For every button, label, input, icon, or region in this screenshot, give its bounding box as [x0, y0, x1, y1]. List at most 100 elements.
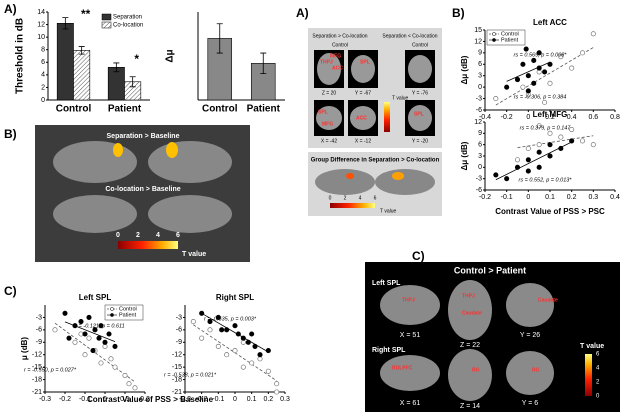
- y-tick-label: -18: [172, 376, 182, 383]
- x-axis-label: Contrast Value of PSS > PSC: [495, 207, 605, 216]
- y-tick-label: -3: [476, 95, 482, 102]
- y-tick-label: -12: [32, 352, 42, 359]
- legend-marker: [110, 313, 114, 317]
- point: [525, 168, 531, 174]
- point: [547, 142, 553, 148]
- point: [86, 314, 92, 320]
- colorbar-tick-label: 4: [359, 195, 362, 201]
- fit-line: [495, 47, 594, 106]
- brain-panel-a: Separation > Co-location Separation < Co…: [308, 28, 442, 216]
- bar: [73, 50, 91, 101]
- point: [547, 61, 553, 67]
- point: [493, 96, 499, 102]
- y-tick-label: 0: [478, 84, 482, 91]
- colorbar-bar: [384, 102, 390, 132]
- stat-annotation: r = -0.635, p = 0.003*: [204, 316, 257, 322]
- point: [215, 343, 221, 349]
- point: [224, 327, 230, 333]
- point: [199, 335, 205, 341]
- panel-label: A): [296, 6, 309, 20]
- point: [590, 31, 596, 37]
- x-tick-label: 0.2: [567, 194, 577, 201]
- brain-panel-c: Control > Patient Left SPL THPJ THPJ Cau…: [365, 262, 620, 412]
- colorbar-tick-label: 4: [596, 366, 600, 372]
- brain: [53, 141, 137, 183]
- chart-title: Left ACC: [533, 18, 567, 27]
- significance: *: [134, 52, 139, 66]
- legend-marker: [492, 32, 496, 36]
- point: [190, 319, 196, 325]
- x-tick-label: 0.2: [263, 396, 273, 403]
- panel-label: C): [4, 284, 17, 298]
- fit-line: [517, 135, 594, 149]
- y-axis-label: Δμ (dB): [460, 141, 469, 170]
- fit-line: [54, 322, 136, 383]
- point: [72, 323, 78, 329]
- region-label: MFG: [330, 53, 341, 59]
- coordinate: Y = -67: [355, 90, 371, 96]
- point: [558, 54, 564, 60]
- error-bar: [62, 17, 69, 30]
- point: [579, 50, 586, 56]
- activation: [166, 142, 178, 158]
- legend-label: Separation: [113, 15, 142, 21]
- legend-label: Patient: [501, 37, 519, 43]
- y-tick-label: -9: [176, 339, 182, 346]
- colorbar-tick-label: 2: [136, 232, 140, 239]
- point: [240, 364, 246, 370]
- y-tick-label: -21: [172, 389, 182, 396]
- y-tick-label: -6: [176, 327, 182, 334]
- region-label: THPJ: [320, 59, 333, 65]
- y-axis-label: Δμ (dB): [460, 55, 469, 84]
- point: [245, 339, 251, 345]
- colorbar: 0 2 4 6: [116, 232, 180, 249]
- y-tick-label: 2: [41, 84, 45, 91]
- x-tick-label: -0.3: [179, 396, 191, 403]
- point: [514, 164, 521, 170]
- point: [265, 348, 271, 354]
- point: [536, 142, 542, 148]
- point: [569, 65, 575, 71]
- colorbar-label: T value: [182, 251, 206, 258]
- contrast-title: Separation > Co-location: [312, 33, 367, 39]
- point: [514, 157, 521, 163]
- x-tick-label: Patient: [108, 104, 142, 115]
- point: [536, 123, 542, 129]
- region-label: Caudate: [538, 297, 558, 303]
- bar: [107, 67, 125, 101]
- point: [126, 381, 132, 387]
- coordinate: Y = 26: [520, 332, 540, 339]
- point: [265, 368, 271, 374]
- y-tick-label: -12: [172, 352, 182, 359]
- point: [493, 172, 499, 178]
- point: [514, 76, 521, 83]
- colorbar-tick-label: 0: [596, 394, 600, 400]
- region-label: ACC: [356, 115, 367, 121]
- region-label: RDLPFC: [392, 365, 413, 371]
- stat-annotation: r = -0.550, p = 0.027*: [24, 367, 77, 373]
- point: [122, 372, 128, 378]
- error-bar: [113, 62, 120, 73]
- panel-labels: A) B) C) A) B) C): [4, 2, 465, 298]
- group-name: Control: [332, 42, 348, 48]
- panel-label: B): [4, 127, 17, 141]
- point: [569, 127, 575, 133]
- y-tick-label: 9: [478, 50, 482, 57]
- x-tick-label: 0.8: [610, 114, 620, 121]
- region-label: SPL: [318, 109, 328, 115]
- point: [531, 80, 537, 86]
- x-tick-label: -0.2: [479, 194, 491, 201]
- point: [98, 323, 104, 329]
- x-tick-label: 0: [526, 194, 530, 201]
- x-tick-label: -0.1: [79, 396, 91, 403]
- y-tick-label: -3: [176, 314, 182, 321]
- colorbar-tick-label: 2: [596, 380, 600, 386]
- x-tick-label: 0: [526, 114, 530, 121]
- point: [92, 327, 98, 333]
- point: [525, 73, 531, 79]
- point: [102, 339, 108, 345]
- point: [112, 364, 118, 370]
- colorbar-tick-label: 6: [596, 352, 600, 358]
- x-tick-label: -0.2: [196, 396, 208, 403]
